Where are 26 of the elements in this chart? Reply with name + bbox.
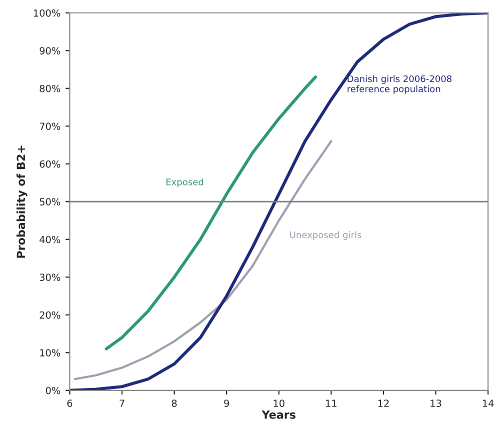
- x-tick-label: 13: [430, 400, 442, 407]
- x-tick-label: 6: [67, 400, 72, 407]
- text: Exposed: [166, 178, 204, 188]
- series-label: Danish girls 2006-2008 reference population: [348, 75, 452, 94]
- y-axis-title: Probability of B2+: [16, 146, 28, 258]
- y-tick-label: 70%: [40, 122, 60, 130]
- y-tick-label: 20%: [40, 311, 60, 319]
- x-tick-label: 9: [224, 400, 229, 407]
- line-series: [70, 12, 488, 390]
- y-tick-label: 10%: [40, 349, 60, 356]
- y-tick-label: 60%: [40, 160, 60, 168]
- y-tick-label: 40%: [40, 236, 60, 244]
- y-tick-label: 30%: [40, 274, 60, 281]
- y-tick-label: 80%: [40, 84, 60, 92]
- y-tick-label: 50%: [40, 198, 60, 206]
- y-tick-label: 100%: [34, 9, 60, 17]
- x-tick-label: 14: [482, 400, 494, 407]
- x-tick-label: 11: [326, 400, 336, 407]
- x-axis-title: Years: [262, 410, 296, 419]
- x-tick-label: 8: [172, 400, 177, 407]
- x-tick-label: 7: [120, 400, 124, 407]
- x-tick-label: 12: [378, 400, 389, 407]
- y-tick-label: 0%: [46, 386, 60, 394]
- y-tick-label: 90%: [40, 47, 60, 54]
- series-label: Unexposed girls: [290, 231, 362, 240]
- x-tick-label: 10: [274, 400, 284, 407]
